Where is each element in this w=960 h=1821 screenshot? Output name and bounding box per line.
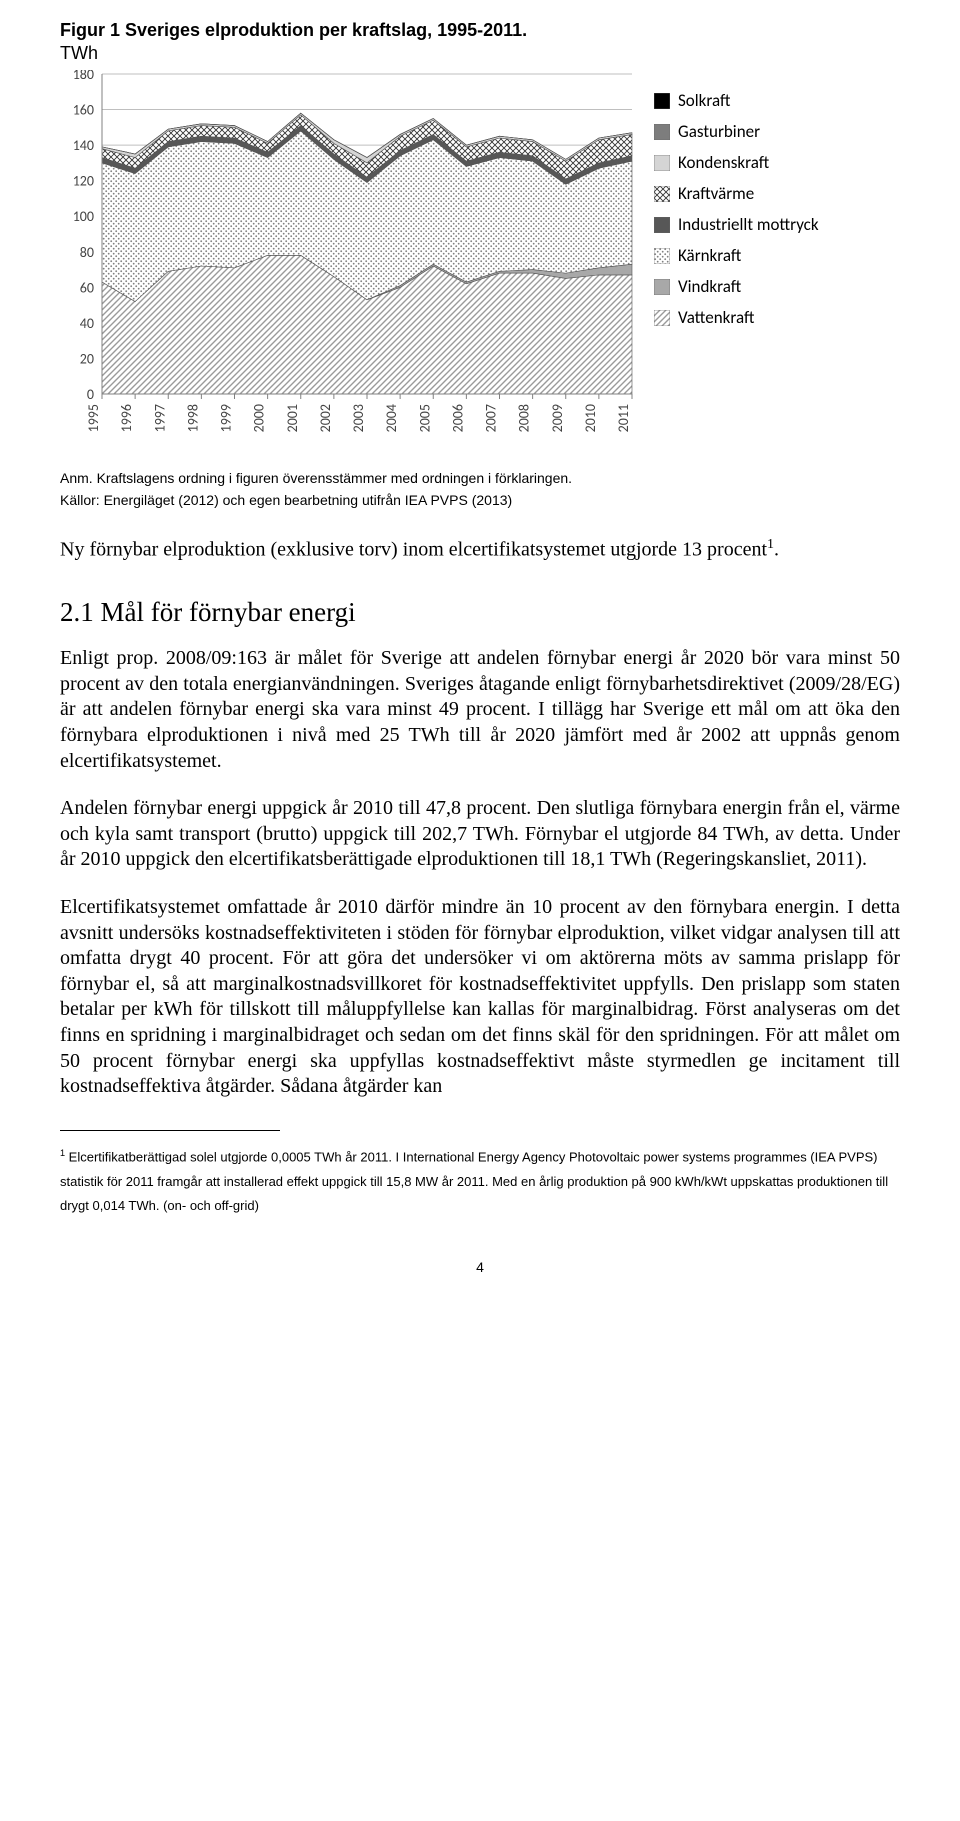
- svg-text:2002: 2002: [317, 404, 334, 432]
- svg-text:2003: 2003: [350, 404, 367, 432]
- paragraph-2: Enligt prop. 2008/09:163 är målet för Sv…: [60, 646, 900, 774]
- legend-swatch: [654, 279, 670, 295]
- svg-text:2007: 2007: [483, 404, 500, 432]
- svg-text:40: 40: [80, 315, 94, 332]
- page: Figur 1 Sveriges elproduktion per krafts…: [0, 0, 960, 1315]
- figure-sources: Källor: Energiläget (2012) och egen bear…: [60, 492, 900, 508]
- paragraph-3: Andelen förnybar energi uppgick år 2010 …: [60, 796, 900, 873]
- chart-legend: Solkraft Gasturbiner Kondenskraft Kraftvärm…: [654, 90, 819, 338]
- svg-text:160: 160: [73, 102, 94, 119]
- svg-text:140: 140: [73, 137, 94, 154]
- svg-text:2006: 2006: [449, 404, 466, 432]
- svg-text:1998: 1998: [184, 404, 201, 432]
- page-number: 4: [60, 1259, 900, 1275]
- svg-text:2008: 2008: [516, 404, 533, 432]
- legend-item: Industriellt mottryck: [654, 214, 819, 235]
- svg-text:2005: 2005: [416, 404, 433, 432]
- svg-text:1997: 1997: [151, 404, 168, 432]
- legend-swatch: [654, 155, 670, 171]
- footnote-text: Elcertifikatberättigad solel utgjorde 0,…: [60, 1149, 888, 1213]
- legend-swatch: [654, 217, 670, 233]
- legend-item: Gasturbiner: [654, 121, 819, 142]
- section-heading-2-1: 2.1 Mål för förnybar energi: [60, 597, 900, 628]
- legend-swatch: [654, 124, 670, 140]
- svg-text:80: 80: [80, 244, 94, 261]
- legend-item: Vindkraft: [654, 276, 819, 297]
- legend-swatch: [654, 310, 670, 326]
- legend-item: Solkraft: [654, 90, 819, 111]
- svg-text:20: 20: [80, 350, 94, 367]
- legend-item: Kraftvärme: [654, 183, 819, 204]
- legend-label: Kärnkraft: [678, 245, 741, 266]
- legend-label: Kraftvärme: [678, 183, 754, 204]
- figure-block: 0 20 40 60 80 100 120 140 160 180 1995 1996 1997 1998…: [60, 70, 900, 454]
- figure-note: Anm. Kraftslagens ordning i figuren över…: [60, 470, 900, 486]
- p1-text-a: Ny förnybar elproduktion (exklusive torv…: [60, 539, 767, 561]
- svg-text:1996: 1996: [118, 404, 135, 432]
- figure-unit: TWh: [60, 43, 900, 64]
- legend-swatch: [654, 93, 670, 109]
- svg-text:120: 120: [73, 173, 94, 190]
- svg-text:2010: 2010: [582, 404, 599, 432]
- figure-title: Figur 1 Sveriges elproduktion per krafts…: [60, 20, 900, 41]
- svg-text:2001: 2001: [284, 404, 301, 432]
- legend-item: Kärnkraft: [654, 245, 819, 266]
- footnote-ref-1: 1: [767, 537, 774, 552]
- paragraph-4: Elcertifikatsystemet omfattade år 2010 d…: [60, 895, 900, 1100]
- svg-text:180: 180: [73, 70, 94, 83]
- legend-label: Industriellt mottryck: [678, 214, 819, 235]
- footnote-1: 1 Elcertifikatberättigad solel utgjorde …: [60, 1145, 900, 1219]
- svg-text:2004: 2004: [383, 404, 400, 432]
- legend-label: Vattenkraft: [678, 307, 755, 328]
- legend-label: Kondenskraft: [678, 152, 769, 173]
- legend-swatch: [654, 186, 670, 202]
- legend-item: Kondenskraft: [654, 152, 819, 173]
- svg-text:60: 60: [80, 279, 94, 296]
- svg-text:1999: 1999: [218, 404, 235, 432]
- svg-text:0: 0: [87, 386, 94, 403]
- legend-item: Vattenkraft: [654, 307, 819, 328]
- svg-text:2011: 2011: [615, 404, 632, 432]
- stacked-area-chart: 0 20 40 60 80 100 120 140 160 180 1995 1996 1997 1998…: [60, 70, 638, 454]
- p1-text-b: .: [774, 539, 779, 561]
- svg-text:100: 100: [73, 208, 94, 225]
- svg-text:2000: 2000: [251, 404, 268, 432]
- svg-text:1995: 1995: [85, 404, 102, 432]
- legend-label: Gasturbiner: [678, 121, 760, 142]
- footnote-divider: [60, 1130, 280, 1131]
- legend-label: Solkraft: [678, 90, 731, 111]
- legend-label: Vindkraft: [678, 276, 741, 297]
- legend-swatch: [654, 248, 670, 264]
- paragraph-intro: Ny förnybar elproduktion (exklusive torv…: [60, 536, 900, 563]
- svg-text:2009: 2009: [549, 404, 566, 432]
